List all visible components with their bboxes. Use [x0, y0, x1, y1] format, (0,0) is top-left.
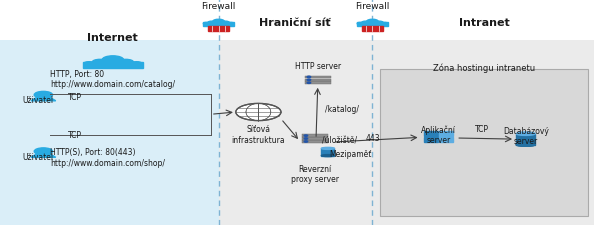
Circle shape: [362, 22, 370, 25]
Ellipse shape: [321, 148, 334, 150]
Polygon shape: [31, 155, 56, 158]
Ellipse shape: [321, 155, 334, 157]
Text: HTTP, Port: 80: HTTP, Port: 80: [50, 70, 105, 79]
Text: Internet: Internet: [87, 33, 138, 43]
Circle shape: [357, 23, 363, 25]
Circle shape: [382, 23, 388, 25]
FancyBboxPatch shape: [305, 76, 331, 79]
Circle shape: [228, 23, 234, 25]
Text: Síťová
infrastruktura: Síťová infrastruktura: [232, 125, 285, 144]
Text: Firewall: Firewall: [355, 2, 390, 11]
Bar: [372, 40, 594, 225]
Circle shape: [304, 138, 308, 140]
Bar: [516, 134, 535, 145]
Circle shape: [375, 22, 383, 25]
Bar: [83, 62, 143, 68]
Text: http://www.domain.com/catalog/: http://www.domain.com/catalog/: [50, 80, 176, 89]
Text: Firewall: Firewall: [201, 2, 236, 11]
Text: Uživatel: Uživatel: [23, 152, 53, 161]
Circle shape: [307, 80, 311, 81]
Text: Zóna hostingu intranetu: Zóna hostingu intranetu: [433, 63, 535, 72]
Circle shape: [307, 83, 311, 84]
Circle shape: [92, 60, 108, 66]
FancyBboxPatch shape: [305, 82, 331, 85]
Text: Intranet: Intranet: [459, 18, 510, 28]
Circle shape: [118, 60, 134, 66]
FancyBboxPatch shape: [302, 135, 328, 137]
Bar: [0, 40, 219, 225]
Bar: [424, 137, 438, 142]
Circle shape: [208, 22, 216, 25]
Circle shape: [366, 20, 378, 25]
Text: Databázový
server: Databázový server: [503, 126, 549, 145]
Text: HTTP server: HTTP server: [295, 62, 341, 71]
Circle shape: [34, 148, 52, 155]
FancyBboxPatch shape: [302, 138, 328, 140]
Text: Uživatel: Uživatel: [23, 96, 53, 105]
Circle shape: [102, 56, 124, 65]
Circle shape: [84, 62, 94, 67]
Text: Hraniční síť: Hraniční síť: [260, 18, 331, 28]
Bar: [357, 23, 388, 27]
Text: Reverzní
proxy server: Reverzní proxy server: [291, 164, 339, 184]
Bar: [321, 149, 334, 156]
Circle shape: [34, 92, 52, 99]
Text: HTTP(S), Port: 80(443): HTTP(S), Port: 80(443): [50, 147, 136, 156]
FancyBboxPatch shape: [380, 70, 588, 216]
Bar: [219, 40, 372, 225]
Circle shape: [304, 135, 308, 137]
Bar: [439, 137, 453, 142]
FancyBboxPatch shape: [302, 141, 328, 143]
Ellipse shape: [516, 143, 535, 147]
Bar: [439, 131, 453, 137]
Text: 443: 443: [365, 134, 380, 143]
Ellipse shape: [516, 143, 535, 147]
Text: TCP: TCP: [475, 125, 489, 134]
Circle shape: [307, 77, 311, 78]
Bar: [203, 23, 234, 27]
Text: /úložiště/: /úložiště/: [322, 136, 357, 145]
Text: Aplikační
server: Aplikační server: [421, 125, 456, 145]
Polygon shape: [31, 98, 56, 101]
FancyBboxPatch shape: [305, 79, 331, 82]
Circle shape: [213, 20, 225, 25]
Text: Mezipaměť: Mezipaměť: [330, 149, 372, 158]
Circle shape: [221, 22, 229, 25]
Bar: [424, 131, 438, 137]
Circle shape: [203, 23, 209, 25]
Ellipse shape: [516, 132, 535, 136]
Circle shape: [236, 104, 281, 121]
Bar: [208, 26, 229, 32]
Text: TCP: TCP: [68, 130, 83, 140]
Text: /katalog/: /katalog/: [325, 105, 359, 114]
Text: TCP: TCP: [68, 93, 83, 102]
Text: http://www.domain.com/shop/: http://www.domain.com/shop/: [50, 159, 166, 168]
Circle shape: [131, 62, 142, 67]
Bar: [362, 26, 383, 32]
Circle shape: [304, 141, 308, 143]
